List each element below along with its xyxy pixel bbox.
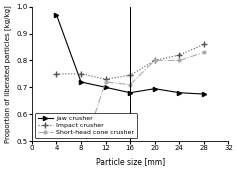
- Short-head cone crusher: [80, 155, 82, 157]
- Jaw crusher: [55, 14, 58, 16]
- Short-head cone crusher: [178, 59, 181, 62]
- Impact crusher: [55, 73, 58, 75]
- Line: Impact crusher: Impact crusher: [54, 41, 207, 82]
- Impact crusher: [153, 59, 156, 62]
- Short-head cone crusher: [129, 84, 132, 86]
- Impact crusher: [129, 74, 132, 76]
- Impact crusher: [104, 78, 107, 80]
- Short-head cone crusher: [55, 144, 58, 146]
- Y-axis label: Proportion of liberated particles [kg/kg]: Proportion of liberated particles [kg/kg…: [4, 5, 11, 143]
- Legend: Jaw crusher, Impact crusher, Short-head cone crusher: Jaw crusher, Impact crusher, Short-head …: [35, 113, 137, 138]
- Short-head cone crusher: [153, 59, 156, 62]
- Impact crusher: [178, 54, 181, 56]
- X-axis label: Particle size [mm]: Particle size [mm]: [96, 157, 165, 166]
- Short-head cone crusher: [202, 51, 205, 53]
- Jaw crusher: [129, 92, 132, 94]
- Jaw crusher: [80, 81, 82, 83]
- Line: Short-head cone crusher: Short-head cone crusher: [54, 50, 207, 159]
- Jaw crusher: [153, 88, 156, 90]
- Jaw crusher: [104, 86, 107, 88]
- Line: Jaw crusher: Jaw crusher: [54, 13, 206, 96]
- Impact crusher: [80, 73, 82, 75]
- Impact crusher: [202, 43, 205, 45]
- Jaw crusher: [202, 93, 205, 95]
- Jaw crusher: [178, 92, 181, 94]
- Short-head cone crusher: [104, 81, 107, 83]
